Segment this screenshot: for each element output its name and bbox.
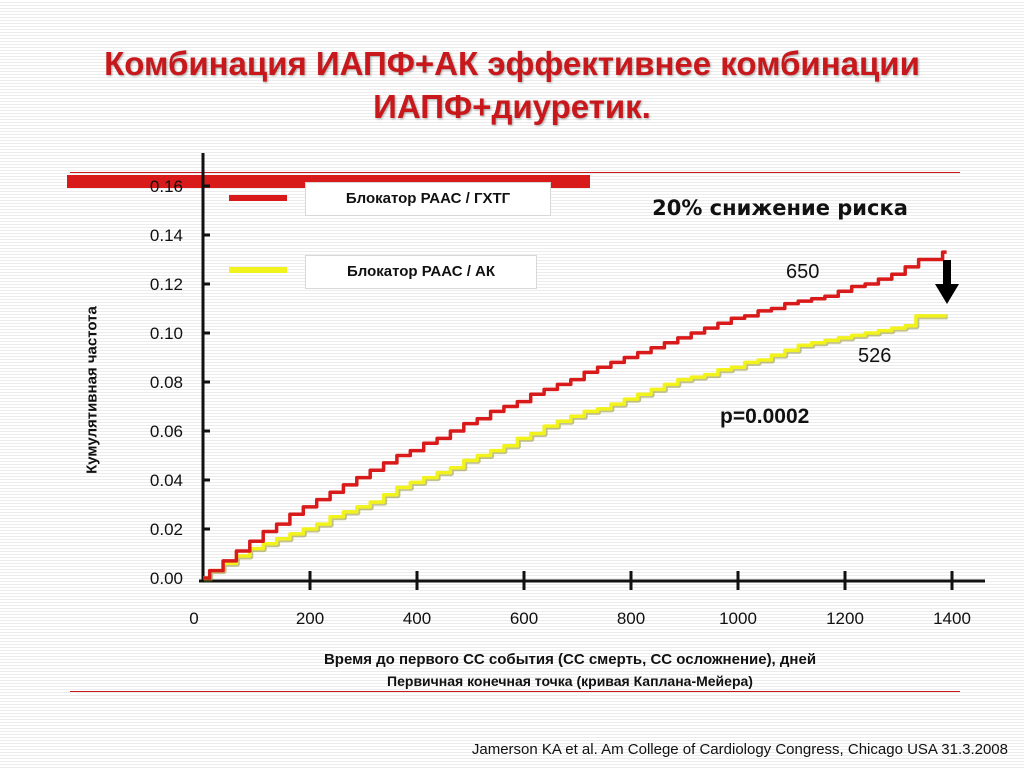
- title-line-1: Комбинация ИАПФ+АК эффективнее комбинаци…: [104, 45, 920, 82]
- y-tick-label: 0.06: [150, 422, 183, 441]
- x-tick-label: 1400: [933, 609, 971, 628]
- event-count-ccb: 526: [858, 345, 892, 367]
- legend-entry-hctz: Блокатор РААС / ГХТГ: [305, 182, 551, 216]
- x-tick-label: 400: [403, 609, 431, 628]
- series-shadow-ccb: [204, 314, 948, 582]
- title-line-2: ИАПФ+диуретик.: [373, 88, 651, 125]
- arrow-shaft: [943, 260, 951, 285]
- down-arrow-icon: [935, 260, 959, 304]
- arrow-head: [935, 284, 959, 304]
- y-tick-label: 0.10: [150, 324, 183, 343]
- y-tick-label: 0.16: [150, 177, 183, 196]
- event-count-hctz: 650: [786, 261, 820, 283]
- x-tick-label: 200: [296, 609, 324, 628]
- y-tick-label: 0.08: [150, 373, 183, 392]
- p-value-label: p=0.0002: [720, 405, 810, 428]
- page-title: Комбинация ИАПФ+АК эффективнее комбинаци…: [40, 42, 984, 128]
- y-tick-label: 0.04: [150, 471, 183, 490]
- x-tick-label: 0: [189, 609, 198, 628]
- y-axis-label: Кумулятивная частота: [83, 306, 101, 474]
- y-tick-label: 0.02: [150, 520, 183, 539]
- x-tick-label: 1200: [826, 609, 864, 628]
- series-line-ccb: [203, 314, 947, 580]
- bottom-divider: [70, 691, 960, 692]
- risk-reduction-annotation: 20% снижение риска: [652, 196, 908, 220]
- y-tick-label: 0.12: [150, 275, 183, 294]
- top-divider: [70, 172, 960, 173]
- y-tick-label: 0.00: [150, 569, 183, 588]
- x-tick-label: 600: [510, 609, 538, 628]
- series-line-hctz: [203, 250, 947, 580]
- legend-entry-ccb: Блокатор РААС / АК: [305, 255, 537, 289]
- y-tick-label: 0.14: [150, 226, 183, 245]
- x-tick-label: 800: [617, 609, 645, 628]
- legend-label-ccb: Блокатор РААС / АК: [346, 263, 496, 280]
- legend-label-hctz: Блокатор РААС / ГХТГ: [345, 190, 511, 207]
- citation: Jamerson KA et al. Am College of Cardiol…: [471, 741, 1008, 758]
- x-axis-label: Время до первого СС события (СС смерть, …: [323, 651, 817, 668]
- x-axis-sublabel: Первичная конечная точка (кривая Каплана…: [387, 673, 753, 689]
- x-tick-label: 1000: [719, 609, 757, 628]
